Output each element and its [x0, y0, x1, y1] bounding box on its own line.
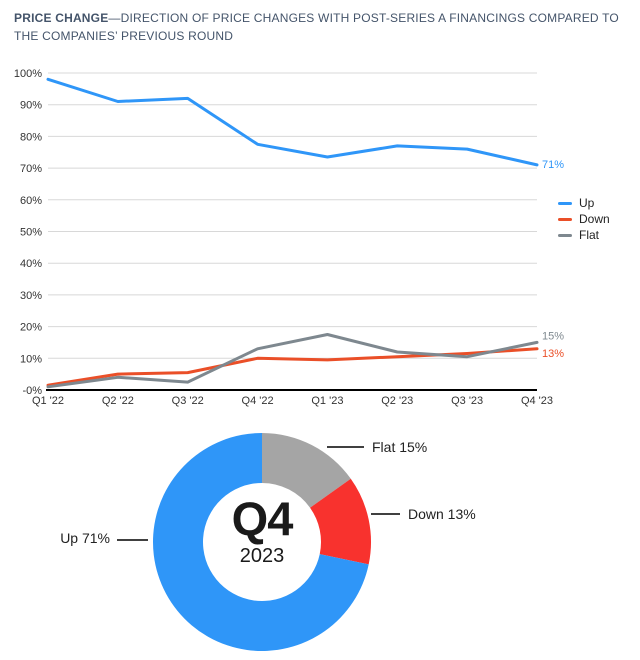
line-chart-legend: Up Down Flat [558, 195, 610, 243]
svg-text:13%: 13% [542, 348, 564, 360]
donut-callout-down: Down 13% [408, 506, 476, 522]
svg-text:50%: 50% [20, 227, 42, 239]
svg-text:80%: 80% [20, 131, 42, 143]
chart-title: PRICE CHANGE—DIRECTION OF PRICE CHANGES … [14, 9, 620, 45]
svg-text:70%: 70% [20, 163, 42, 175]
svg-text:Q2 '23: Q2 '23 [381, 395, 413, 407]
line-chart: 100% 90% 80% 70% 60% 50% 40% 30% 20% 10% -0%Q1 '22… [14, 68, 564, 407]
svg-text:Q2 '22: Q2 '22 [102, 395, 134, 407]
svg-text:Q4 '23: Q4 '23 [521, 395, 553, 407]
legend-label-down: Down [579, 212, 610, 226]
svg-text:71%: 71% [542, 159, 564, 171]
chart-title-bold: PRICE CHANGE [14, 11, 109, 25]
donut-leader-down [371, 513, 400, 515]
svg-text:20%: 20% [20, 322, 42, 334]
donut-leader-flat [327, 446, 364, 448]
svg-text:Q4 '22: Q4 '22 [242, 395, 274, 407]
donut-callout-flat: Flat 15% [372, 439, 428, 455]
svg-text:-0%: -0% [22, 385, 42, 397]
svg-text:15%: 15% [542, 330, 564, 342]
svg-text:60%: 60% [20, 195, 42, 207]
svg-text:30%: 30% [20, 290, 42, 302]
svg-text:Q1 '23: Q1 '23 [311, 395, 343, 407]
chart-title-rest: —DIRECTION OF PRICE CHANGES WITH POST-SE… [14, 11, 619, 43]
legend-swatch-up [558, 201, 572, 205]
legend-swatch-flat [558, 233, 572, 237]
svg-text:Q3 '22: Q3 '22 [172, 395, 204, 407]
svg-text:Q1 '22: Q1 '22 [32, 395, 64, 407]
donut-year: 2023 [239, 545, 285, 567]
donut-callout-up: Up 71% [60, 530, 110, 546]
legend-item-down: Down [558, 211, 610, 227]
svg-text:100%: 100% [14, 68, 42, 80]
legend-label-up: Up [579, 196, 595, 210]
legend-item-up: Up [558, 195, 610, 211]
legend-swatch-down [558, 217, 572, 221]
donut-quarter: Q4 [231, 492, 294, 545]
donut-leader-up [117, 539, 148, 541]
legend-item-flat: Flat [558, 227, 610, 243]
svg-text:40%: 40% [20, 258, 42, 270]
legend-label-flat: Flat [579, 228, 600, 242]
svg-text:Q3 '23: Q3 '23 [451, 395, 483, 407]
donut-chart [152, 433, 371, 651]
donut-center-label: Q4 2023 [152, 492, 372, 568]
svg-text:10%: 10% [20, 353, 42, 365]
svg-text:90%: 90% [20, 100, 42, 112]
